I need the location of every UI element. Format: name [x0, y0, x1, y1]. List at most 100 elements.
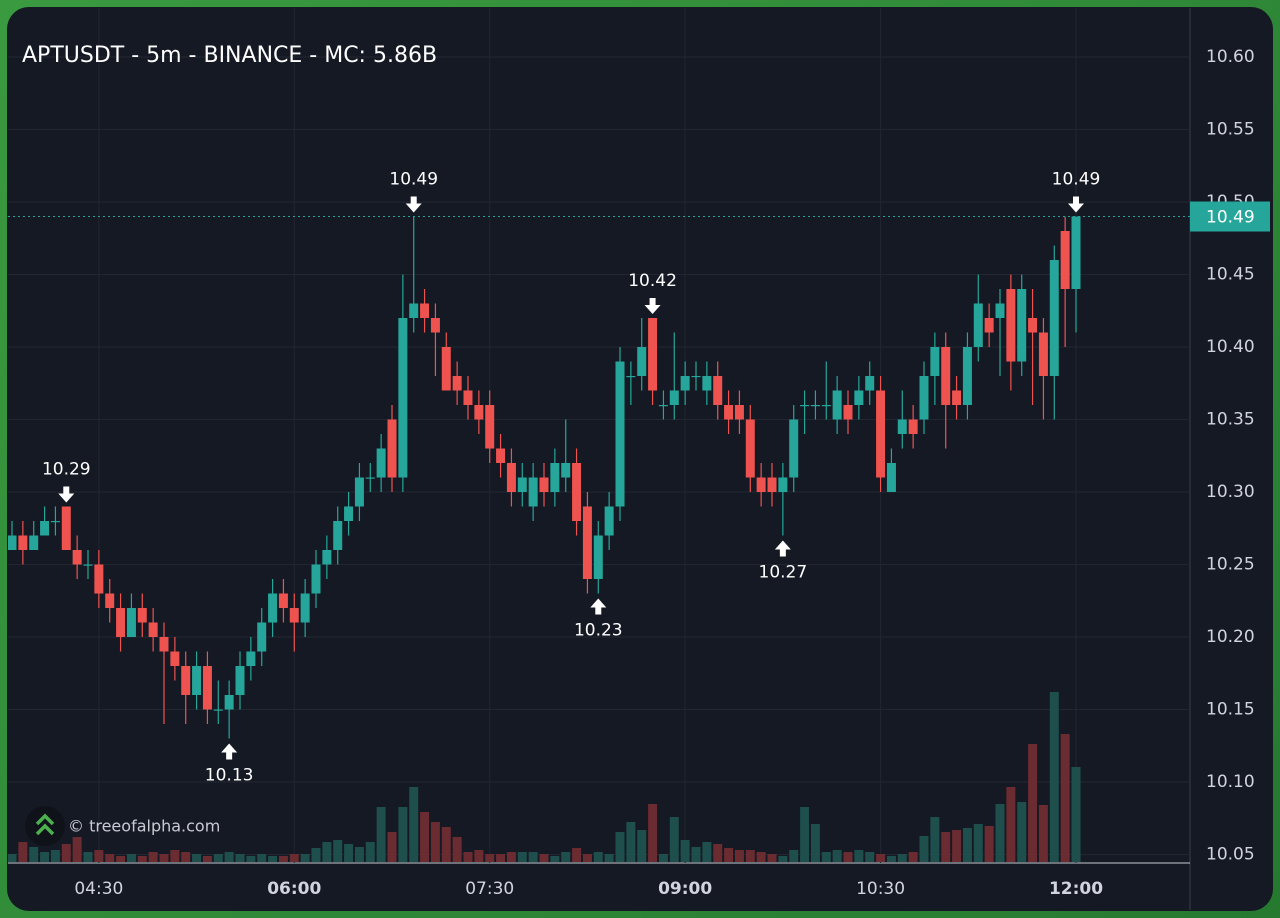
extreme-label: 10.49 — [1052, 170, 1101, 190]
volume-bar — [691, 847, 701, 862]
extreme-marker — [221, 743, 238, 760]
volume-bar — [854, 850, 864, 862]
candle-body — [930, 347, 940, 376]
volume-bar — [1017, 802, 1027, 862]
volume-bar — [810, 824, 820, 862]
volume-bar — [235, 854, 245, 862]
volume-bar — [137, 856, 147, 862]
volume-bar — [116, 856, 126, 862]
candle-body — [886, 463, 896, 492]
volume-bar — [930, 817, 940, 862]
volume-bar — [789, 850, 799, 862]
volume-bar — [344, 844, 354, 862]
volume-bar — [962, 828, 972, 862]
candle-body — [224, 695, 234, 710]
candle-body — [192, 666, 202, 695]
candle-body — [333, 521, 343, 550]
volume-bar — [1071, 767, 1081, 862]
volume-bar — [897, 854, 907, 862]
volume-bar — [778, 856, 788, 862]
candle-body — [420, 303, 430, 318]
x-tick-label: 07:30 — [465, 879, 514, 899]
candle-body — [398, 318, 408, 478]
candle-body — [908, 419, 918, 434]
candle-body — [854, 390, 864, 405]
volume-bar — [941, 832, 951, 862]
candle-body — [745, 419, 755, 478]
candle-body — [452, 376, 462, 391]
volume-bar — [713, 844, 723, 862]
volume-bar — [18, 842, 28, 862]
volume-bar — [300, 854, 310, 862]
x-tick-label: 06:00 — [267, 879, 321, 899]
volume-bar — [1038, 805, 1048, 862]
volume-bar — [50, 850, 60, 862]
candle-body — [202, 666, 212, 710]
volume-bar — [376, 807, 386, 862]
x-tick-label: 12:00 — [1049, 879, 1103, 899]
arrow-down — [405, 196, 422, 213]
volume-bar — [658, 854, 668, 862]
candle-body — [430, 318, 440, 333]
volume-bar — [626, 822, 636, 862]
volume-bar — [365, 842, 375, 862]
volume-bar — [441, 827, 451, 862]
candle-body — [365, 477, 375, 479]
candle-body — [778, 477, 788, 492]
candle-body — [1006, 289, 1016, 362]
volume-bar — [311, 848, 321, 862]
x-tick-label: 09:00 — [658, 879, 712, 899]
chart-title: APTUSDT - 5m - BINANCE - MC: 5.86B — [22, 43, 437, 68]
volume-bar — [767, 854, 777, 862]
volume-bar — [517, 852, 527, 862]
candle-body — [582, 506, 592, 579]
candle-body — [789, 419, 799, 478]
extreme-marker — [644, 298, 661, 314]
volume-bar — [865, 852, 875, 862]
candle-body — [1017, 289, 1027, 362]
extreme-label: 10.49 — [389, 170, 438, 190]
volume-bar — [409, 787, 419, 862]
extreme-marker — [1068, 196, 1084, 213]
volume-bar — [506, 852, 516, 862]
candle-body — [506, 463, 516, 492]
candle-body — [995, 303, 1005, 318]
candle-body — [409, 303, 419, 318]
volume-bar — [387, 832, 397, 862]
candle-body — [159, 637, 169, 652]
arrow-up — [774, 540, 791, 557]
candle-body — [441, 347, 451, 391]
volume-bar — [876, 854, 886, 862]
volume-bar — [1060, 734, 1070, 862]
candle-body — [604, 506, 614, 536]
candle-body — [1049, 260, 1059, 376]
last-price-tag — [1190, 201, 1270, 232]
candle-body — [278, 593, 288, 608]
candle-body — [289, 608, 299, 623]
volume-bar — [202, 856, 212, 862]
y-tick-label: 10.55 — [1206, 120, 1255, 140]
candle-body — [973, 303, 983, 347]
candle-body — [517, 477, 527, 492]
volume-bar — [61, 844, 71, 862]
volume-bar — [420, 812, 430, 862]
candle-body — [550, 463, 560, 492]
candle-body — [615, 361, 625, 507]
extreme-label: 10.23 — [574, 621, 623, 641]
candle-body — [235, 666, 245, 695]
candle-body — [148, 622, 158, 637]
extreme-label: 10.27 — [759, 563, 808, 583]
extreme-label: 10.13 — [205, 766, 254, 786]
volume-bar — [257, 854, 267, 862]
volume-bar — [637, 830, 647, 862]
candle-body — [268, 593, 278, 623]
volume-bar — [105, 854, 115, 862]
candles — [8, 216, 1081, 739]
volume-bar — [724, 848, 734, 862]
candle-body — [734, 405, 744, 420]
volume-bar — [648, 804, 658, 862]
candle-body — [897, 419, 907, 434]
candle-body — [941, 347, 951, 405]
candle-body — [463, 390, 473, 405]
